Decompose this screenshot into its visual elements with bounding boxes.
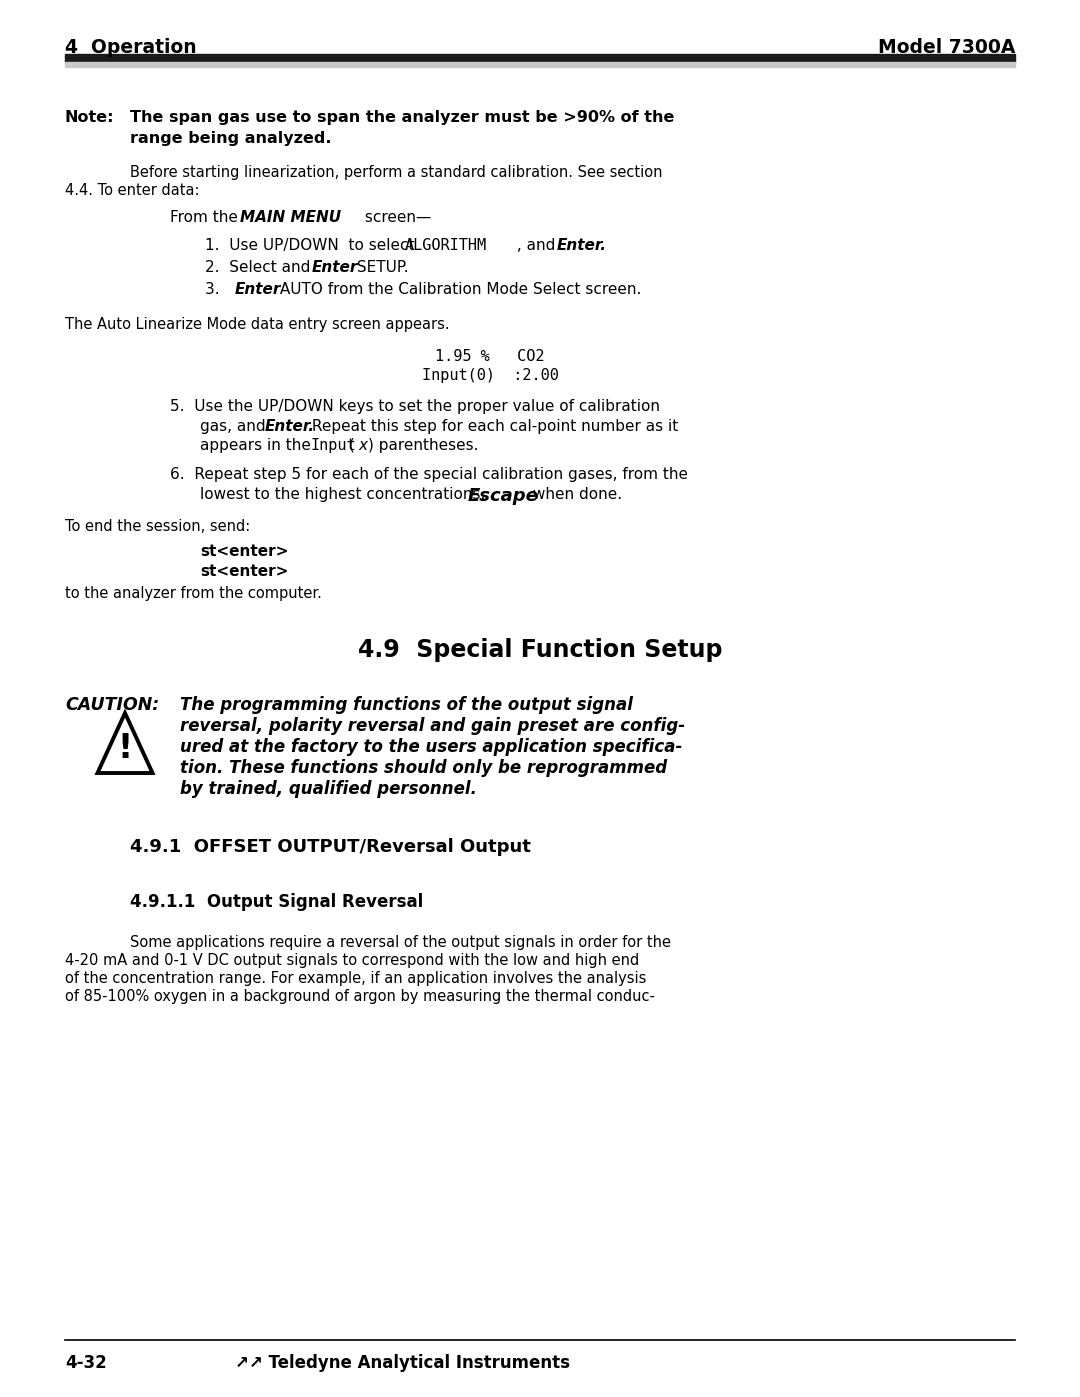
Text: 5.  Use the UP/DOWN keys to set the proper value of calibration: 5. Use the UP/DOWN keys to set the prope… — [170, 400, 660, 414]
Text: appears in the: appears in the — [200, 439, 315, 453]
Text: The programming functions of the output signal: The programming functions of the output … — [180, 696, 633, 714]
Text: 4.4. To enter data:: 4.4. To enter data: — [65, 183, 200, 198]
Text: SETUP.: SETUP. — [352, 260, 408, 275]
Text: Input: Input — [310, 439, 355, 453]
Text: tion. These functions should only be reprogrammed: tion. These functions should only be rep… — [180, 759, 667, 777]
Text: The Auto Linearize Mode data entry screen appears.: The Auto Linearize Mode data entry scree… — [65, 317, 449, 332]
Text: screen—: screen— — [360, 210, 431, 225]
Text: st<enter>: st<enter> — [200, 543, 288, 559]
Text: (: ( — [345, 439, 354, 453]
Text: range being analyzed.: range being analyzed. — [130, 131, 332, 147]
Text: Escape: Escape — [468, 488, 539, 504]
Bar — [65, 54, 1015, 61]
Text: To end the session, send:: To end the session, send: — [65, 520, 251, 534]
Text: by trained, qualified personnel.: by trained, qualified personnel. — [180, 780, 477, 798]
Text: 3.: 3. — [205, 282, 229, 298]
Text: Repeat this step for each cal-point number as it: Repeat this step for each cal-point numb… — [307, 419, 678, 434]
Text: AUTO from the Calibration Mode Select screen.: AUTO from the Calibration Mode Select sc… — [275, 282, 642, 298]
Text: gas, and: gas, and — [200, 419, 270, 434]
Text: !: ! — [118, 732, 133, 764]
Text: Enter: Enter — [312, 260, 359, 275]
Text: Enter: Enter — [235, 282, 282, 298]
Text: The span gas use to span the analyzer must be >90% of the: The span gas use to span the analyzer mu… — [130, 110, 674, 124]
Text: MAIN MENU: MAIN MENU — [240, 210, 341, 225]
Text: Note:: Note: — [65, 110, 114, 124]
Text: st<enter>: st<enter> — [200, 564, 288, 578]
Text: 4-20 mA and 0-1 V DC output signals to correspond with the low and high end: 4-20 mA and 0-1 V DC output signals to c… — [65, 953, 639, 968]
Text: when done.: when done. — [528, 488, 622, 502]
Bar — [65, 61, 1015, 67]
Text: 4  Operation: 4 Operation — [65, 38, 197, 57]
Text: Enter.: Enter. — [265, 419, 315, 434]
Text: lowest to the highest concentrations.: lowest to the highest concentrations. — [200, 488, 490, 502]
Text: ured at the factory to the users application specifica-: ured at the factory to the users applica… — [180, 738, 683, 756]
Text: to the analyzer from the computer.: to the analyzer from the computer. — [65, 585, 322, 601]
Text: 6.  Repeat step 5 for each of the special calibration gases, from the: 6. Repeat step 5 for each of the special… — [170, 467, 688, 482]
Text: reversal, polarity reversal and gain preset are config-: reversal, polarity reversal and gain pre… — [180, 717, 685, 735]
Text: Some applications require a reversal of the output signals in order for the: Some applications require a reversal of … — [130, 935, 671, 950]
Text: ↗↗ Teledyne Analytical Instruments: ↗↗ Teledyne Analytical Instruments — [235, 1354, 570, 1372]
Text: Before starting linearization, perform a standard calibration. See section: Before starting linearization, perform a… — [130, 165, 662, 180]
Text: ALGORITHM: ALGORITHM — [405, 237, 487, 253]
Text: 4-32: 4-32 — [65, 1354, 107, 1372]
Text: 1.  Use UP/DOWN  to select: 1. Use UP/DOWN to select — [205, 237, 419, 253]
Text: 2.  Select and: 2. Select and — [205, 260, 315, 275]
Text: Input(0)  :2.00: Input(0) :2.00 — [421, 367, 558, 383]
Text: 1.95 %   CO2: 1.95 % CO2 — [435, 349, 544, 365]
Text: 4.9  Special Function Setup: 4.9 Special Function Setup — [357, 638, 723, 662]
Text: CAUTION:: CAUTION: — [65, 696, 159, 714]
Text: From the: From the — [170, 210, 243, 225]
Text: ) parentheses.: ) parentheses. — [368, 439, 478, 453]
Text: 4.9.1  OFFSET OUTPUT/Reversal Output: 4.9.1 OFFSET OUTPUT/Reversal Output — [130, 838, 531, 856]
Text: of 85-100% oxygen in a background of argon by measuring the thermal conduc-: of 85-100% oxygen in a background of arg… — [65, 989, 654, 1004]
Text: 4.9.1.1  Output Signal Reversal: 4.9.1.1 Output Signal Reversal — [130, 893, 423, 911]
Text: Model 7300A: Model 7300A — [878, 38, 1015, 57]
Text: , and: , and — [512, 237, 561, 253]
Text: Enter.: Enter. — [557, 237, 607, 253]
Text: x: x — [357, 439, 367, 453]
Text: of the concentration range. For example, if an application involves the analysis: of the concentration range. For example,… — [65, 971, 646, 986]
